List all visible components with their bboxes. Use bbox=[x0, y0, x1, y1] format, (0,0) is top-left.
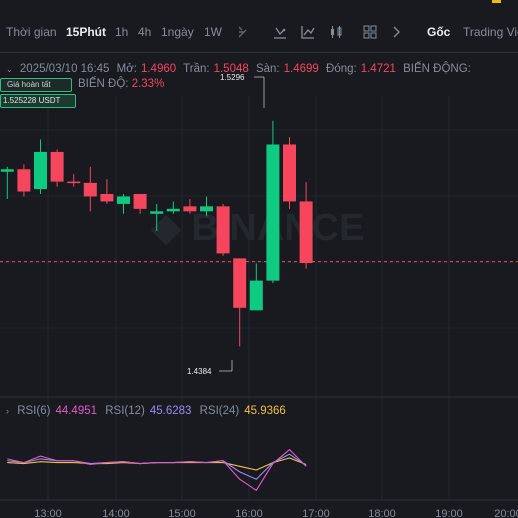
rsi12-label: RSI(12) bbox=[105, 405, 145, 417]
chart-type-icon[interactable] bbox=[328, 24, 344, 40]
xaxis-tick: 15:00 bbox=[168, 508, 196, 518]
rsi12-value: 45.6283 bbox=[149, 405, 192, 417]
low-marker: 1.4384 bbox=[187, 367, 212, 376]
xaxis-tick: 20:00 bbox=[494, 508, 518, 518]
candle-body bbox=[0, 169, 14, 172]
candle-body bbox=[150, 211, 164, 214]
low-value: 1.4699 bbox=[283, 63, 319, 75]
collapse-icon[interactable]: ⌄ bbox=[6, 65, 13, 74]
high-label: Trần: bbox=[183, 63, 210, 75]
candle-body bbox=[249, 280, 263, 311]
time-label[interactable]: Thời gian bbox=[6, 25, 57, 39]
change-label: BIẾN ĐỘNG: bbox=[403, 63, 471, 75]
candle-body bbox=[200, 206, 213, 212]
candle-body bbox=[34, 151, 47, 190]
toolbar-divider bbox=[0, 52, 518, 53]
candle-body bbox=[67, 181, 81, 184]
candle-body bbox=[166, 208, 180, 212]
change-value: 2.33% bbox=[131, 78, 165, 90]
candle-body bbox=[266, 144, 280, 281]
xaxis-tick: 13:00 bbox=[34, 508, 62, 518]
price-tag-usdt: 1.525228 USDT bbox=[0, 94, 76, 108]
tab-goc[interactable]: Gốc bbox=[427, 25, 451, 39]
rsi24-value: 45.9366 bbox=[244, 405, 286, 417]
close-label: Đóng: bbox=[326, 63, 357, 75]
rsi6-value: 44.4951 bbox=[55, 405, 98, 417]
tab-tradingview[interactable]: Trading View bbox=[463, 25, 518, 39]
chart-toolbar: Thời gian 15Phút 1h 4h 1ngày 1W Gốc Trad… bbox=[0, 18, 518, 46]
low-label: Sàn: bbox=[255, 63, 280, 75]
xaxis-tick: 14:00 bbox=[102, 508, 130, 518]
xaxis-tick: 16:00 bbox=[235, 508, 263, 518]
change-row: BIẾN ĐỘ: 2.33% bbox=[78, 78, 164, 90]
high-value: 1.5048 bbox=[213, 63, 249, 75]
open-label: Mở: bbox=[116, 63, 137, 75]
open-value: 1.4960 bbox=[140, 63, 177, 75]
candle-body bbox=[83, 182, 97, 197]
interval-1d[interactable]: 1ngày bbox=[161, 25, 194, 39]
accent-bar bbox=[492, 0, 501, 3]
rsi-collapse-icon[interactable]: › bbox=[6, 406, 9, 416]
top-strip bbox=[0, 0, 518, 10]
interval-4h[interactable]: 4h bbox=[138, 25, 152, 39]
candle-body bbox=[216, 206, 230, 254]
rsi-legend: › RSI(6) 44.4951 RSI(12) 45.6283 RSI(24) 45… bbox=[6, 405, 291, 417]
grid-layout-icon[interactable] bbox=[362, 24, 378, 40]
interval-1w[interactable]: 1W bbox=[204, 25, 222, 39]
candle-body bbox=[50, 151, 64, 182]
xaxis-tick: 19:00 bbox=[435, 508, 463, 518]
candle-body bbox=[117, 196, 130, 204]
xaxis-tick: 18:00 bbox=[368, 508, 396, 518]
settings-icon[interactable] bbox=[236, 24, 252, 40]
rsi6-label: RSI(6) bbox=[17, 405, 51, 417]
candle-body bbox=[299, 201, 313, 264]
interval-1h[interactable]: 1h bbox=[115, 25, 129, 39]
change-label-2: BIẾN ĐỘ: bbox=[78, 78, 129, 90]
xaxis-tick: 17:00 bbox=[302, 508, 330, 518]
candle-body bbox=[133, 194, 147, 209]
candle-settings-icon[interactable] bbox=[272, 24, 288, 40]
rsi6-line bbox=[7, 448, 307, 492]
candle-body bbox=[283, 144, 296, 202]
candle-body bbox=[17, 169, 31, 192]
ohlc-bar: ⌄ 2025/03/10 16:45 Mở: 1.4960 Trần: 1.5048… bbox=[6, 62, 475, 76]
interval-15m[interactable]: 15Phút bbox=[66, 25, 107, 39]
high-marker: 1.5296 bbox=[220, 73, 245, 82]
rsi12-line bbox=[7, 453, 307, 480]
indicator-icon[interactable] bbox=[300, 24, 316, 40]
close-value: 1.4721 bbox=[360, 63, 396, 75]
price-tag-label: Giá hoàn tất bbox=[0, 78, 72, 92]
ohlc-datetime: 2025/03/10 16:45 bbox=[19, 63, 110, 75]
candle-body bbox=[233, 258, 247, 308]
candle-body bbox=[183, 206, 197, 212]
candle-body bbox=[100, 194, 114, 202]
rsi24-label: RSI(24) bbox=[199, 405, 240, 417]
chevron-right-icon[interactable] bbox=[388, 24, 404, 40]
watermark-logo: ◆ BINANCE bbox=[151, 207, 365, 249]
